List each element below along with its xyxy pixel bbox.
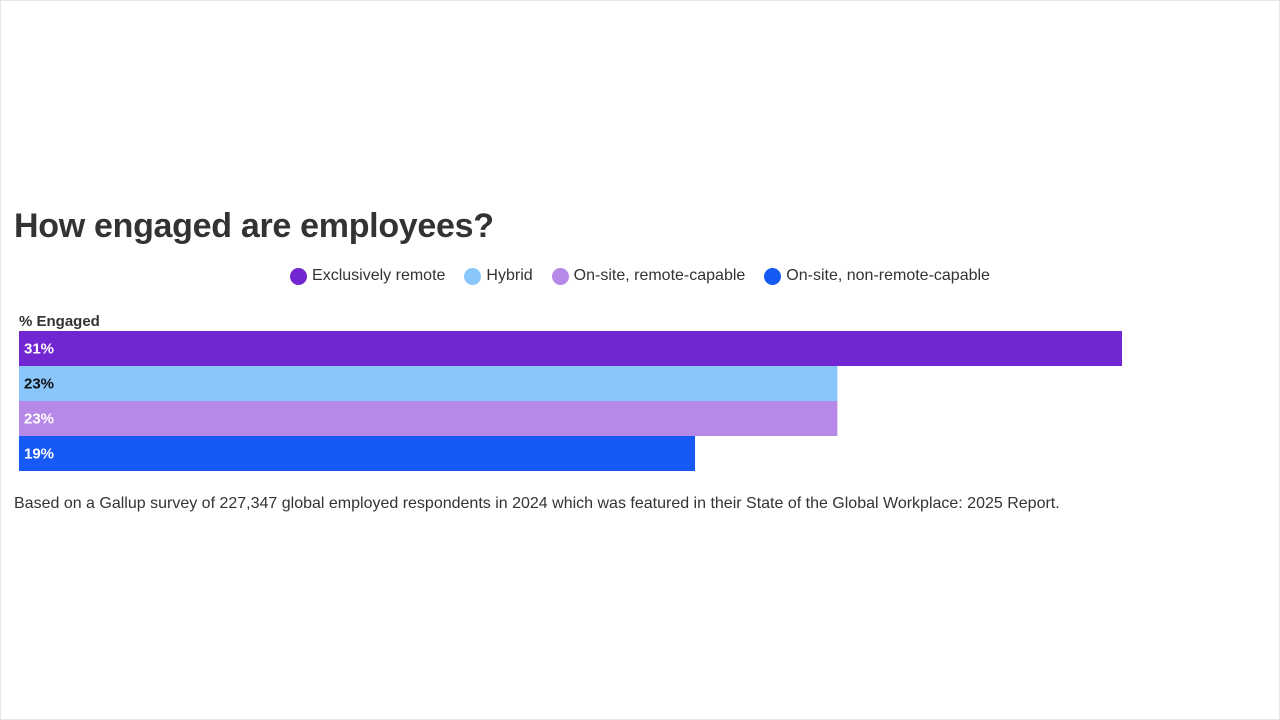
- bar-value-label-on-site-non-remote-capable: 19%: [24, 446, 54, 463]
- bar-hybrid[interactable]: [19, 366, 838, 401]
- bar-exclusively-remote[interactable]: [19, 331, 1122, 366]
- legend-item-on-site-remote-capable[interactable]: On-site, remote-capable: [551, 267, 746, 285]
- legend-swatch-on-site-non-remote-capable: [764, 267, 782, 285]
- legend-item-exclusively-remote[interactable]: Exclusively remote: [290, 267, 445, 285]
- legend-item-hybrid[interactable]: Hybrid: [464, 267, 533, 285]
- bar-on-site-remote-capable[interactable]: [19, 401, 838, 436]
- legend-swatch-on-site-remote-capable: [551, 267, 569, 285]
- legend-swatch-exclusively-remote: [290, 267, 308, 285]
- legend-item-on-site-non-remote-capable[interactable]: On-site, non-remote-capable: [764, 267, 990, 285]
- legend-swatch-hybrid: [464, 267, 482, 285]
- bars-group: 31% 23% 23% 19%: [19, 331, 1122, 471]
- chart-caption: Based on a Gallup survey of 227,347 glob…: [14, 495, 1060, 512]
- legend: Exclusively remote Hybrid On-site, remot…: [1, 267, 1279, 285]
- legend-label-on-site-remote-capable: On-site, remote-capable: [573, 267, 746, 284]
- bar-on-site-non-remote-capable[interactable]: [19, 436, 696, 471]
- y-axis-label: % Engaged: [19, 313, 100, 330]
- bar-value-label-exclusively-remote: 31%: [24, 341, 54, 358]
- legend-label-on-site-non-remote-capable: On-site, non-remote-capable: [786, 267, 990, 284]
- bar-value-label-on-site-remote-capable: 23%: [24, 411, 54, 428]
- chart-title: How engaged are employees?: [14, 207, 494, 245]
- bar-chart: % Engaged 31% 23% 23% 19%: [19, 313, 1122, 471]
- legend-label-exclusively-remote: Exclusively remote: [312, 267, 446, 284]
- bar-value-label-hybrid: 23%: [24, 376, 54, 393]
- legend-label-hybrid: Hybrid: [486, 267, 533, 284]
